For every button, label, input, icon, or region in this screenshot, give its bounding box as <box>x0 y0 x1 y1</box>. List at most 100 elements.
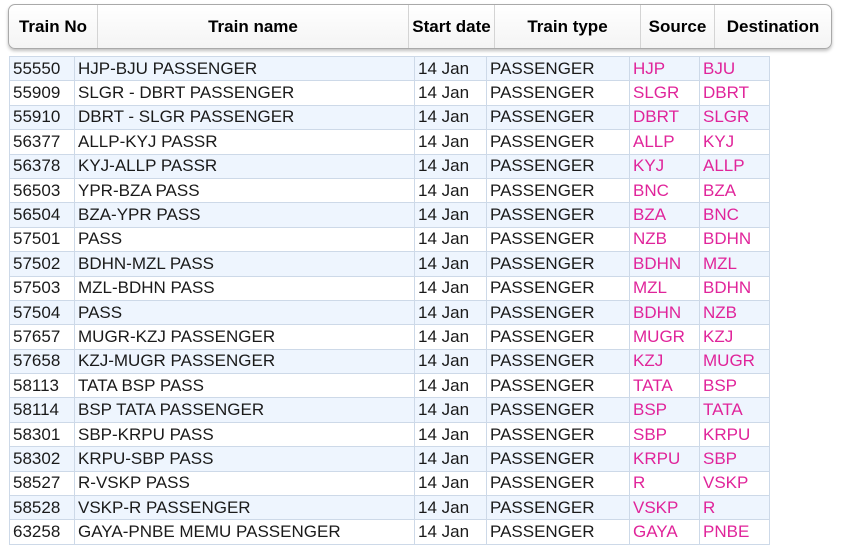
column-header-destination[interactable]: Destination <box>726 17 820 36</box>
train-type-cell: PASSENGER <box>486 397 630 423</box>
train-type-cell: PASSENGER <box>486 421 630 448</box>
table-row[interactable]: 56377 ALLP-KYJ PASSR 14 Jan PASSENGER ALLP KY… <box>9 129 770 155</box>
train-no-cell: 58302 <box>9 446 75 472</box>
destination-cell: BJU <box>699 55 770 82</box>
table-row[interactable]: 58113 TATA BSP PASS 14 Jan PASSENGER TATA BSP <box>9 373 770 399</box>
train-table-body: 55550 HJP-BJU PASSENGER 14 Jan PASSENGER HJP… <box>9 55 770 545</box>
train-type-cell: PASSENGER <box>486 55 630 82</box>
source-cell: KRPU <box>629 446 700 472</box>
table-row[interactable]: 57503 MZL-BDHN PASS 14 Jan PASSENGER MZL BDHN <box>9 275 770 301</box>
train-no-cell: 58113 <box>9 373 75 399</box>
train-name-cell: BDHN-MZL PASS <box>74 251 415 277</box>
table-row[interactable]: 57504 PASS 14 Jan PASSENGER BDHN NZB <box>9 299 770 326</box>
train-name-cell: MUGR-KZJ PASSENGER <box>74 324 415 350</box>
destination-cell: BZA <box>699 177 770 204</box>
table-row[interactable]: 55909 SLGR - DBRT PASSENGER 14 Jan PASSENGE… <box>9 80 770 106</box>
train-no-cell: 58114 <box>9 397 75 423</box>
table-row[interactable]: 55910 DBRT - SLGR PASSENGER 14 Jan PASSENGE… <box>9 104 770 131</box>
start-date-cell: 14 Jan <box>414 470 487 497</box>
train-type-cell: PASSENGER <box>486 129 630 155</box>
start-date-cell: 14 Jan <box>414 202 487 228</box>
train-type-cell: PASSENGER <box>486 324 630 350</box>
source-cell: GAYA <box>629 519 700 545</box>
destination-cell: KZJ <box>699 324 770 350</box>
table-row[interactable]: 58528 VSKP-R PASSENGER 14 Jan PASSENGER VSKP… <box>9 495 770 521</box>
destination-cell: ALLP <box>699 153 770 179</box>
train-type-cell: PASSENGER <box>486 104 630 131</box>
train-name-cell: DBRT - SLGR PASSENGER <box>74 104 415 131</box>
destination-cell: KYJ <box>699 129 770 155</box>
start-date-cell: 14 Jan <box>414 373 487 399</box>
source-cell: KYJ <box>629 153 700 179</box>
train-type-cell: PASSENGER <box>486 153 630 179</box>
train-no-cell: 57501 <box>9 226 75 253</box>
start-date-cell: 14 Jan <box>414 55 487 82</box>
source-cell: TATA <box>629 373 700 399</box>
table-row[interactable]: 58301 SBP-KRPU PASS 14 Jan PASSENGER SBP KRPU <box>9 421 770 448</box>
start-date-cell: 14 Jan <box>414 495 487 521</box>
table-row[interactable]: 56504 BZA-YPR PASS 14 Jan PASSENGER BZA BNC <box>9 202 770 228</box>
train-table: 55550 HJP-BJU PASSENGER 14 Jan PASSENGER HJP… <box>9 55 770 545</box>
start-date-cell: 14 Jan <box>414 104 487 131</box>
start-date-cell: 14 Jan <box>414 299 487 326</box>
train-no-cell: 58301 <box>9 421 75 448</box>
source-cell: SBP <box>629 421 700 448</box>
source-cell: MZL <box>629 275 700 301</box>
destination-cell: MZL <box>699 251 770 277</box>
table-row[interactable]: 58527 R-VSKP PASS 14 Jan PASSENGER R VSKP <box>9 470 770 497</box>
column-header-start-date[interactable]: Start date <box>409 5 495 48</box>
table-row[interactable]: 57502 BDHN-MZL PASS 14 Jan PASSENGER BDHN MZL <box>9 251 770 277</box>
source-cell: SLGR <box>629 80 700 106</box>
train-no-cell: 58527 <box>9 470 75 497</box>
source-cell: HJP <box>629 55 700 82</box>
train-name-cell: MZL-BDHN PASS <box>74 275 415 301</box>
table-row[interactable]: 55550 HJP-BJU PASSENGER 14 Jan PASSENGER HJP… <box>9 55 770 82</box>
column-header-train-type[interactable]: Train type <box>495 5 641 48</box>
start-date-cell: 14 Jan <box>414 226 487 253</box>
destination-cell: MUGR <box>699 348 770 375</box>
destination-cell: VSKP <box>699 470 770 497</box>
source-cell: BDHN <box>629 299 700 326</box>
destination-cell: BDHN <box>699 275 770 301</box>
table-row[interactable]: 63258 GAYA-PNBE MEMU PASSENGER 14 Jan PASSE… <box>9 519 770 545</box>
train-name-cell: BZA-YPR PASS <box>74 202 415 228</box>
table-row[interactable]: 57501 PASS 14 Jan PASSENGER NZB BDHN <box>9 226 770 253</box>
table-row[interactable]: 56503 YPR-BZA PASS 14 Jan PASSENGER BNC BZA <box>9 177 770 204</box>
train-name-cell: BSP TATA PASSENGER <box>74 397 415 423</box>
train-name-cell: PASS <box>74 299 415 326</box>
train-no-cell: 56503 <box>9 177 75 204</box>
train-name-cell: SBP-KRPU PASS <box>74 421 415 448</box>
source-cell: VSKP <box>629 495 700 521</box>
train-no-cell: 55909 <box>9 80 75 106</box>
table-row[interactable]: 57658 KZJ-MUGR PASSENGER 14 Jan PASSENGER KZ… <box>9 348 770 375</box>
train-name-cell: KYJ-ALLP PASSR <box>74 153 415 179</box>
train-name-cell: VSKP-R PASSENGER <box>74 495 415 521</box>
column-header-train-name[interactable]: Train name <box>98 5 409 48</box>
train-type-cell: PASSENGER <box>486 470 630 497</box>
destination-cell: BDHN <box>699 226 770 253</box>
train-type-cell: PASSENGER <box>486 519 630 545</box>
start-date-cell: 14 Jan <box>414 397 487 423</box>
column-header-source[interactable]: Source <box>641 5 715 48</box>
train-name-cell: PASS <box>74 226 415 253</box>
train-type-cell: PASSENGER <box>486 226 630 253</box>
train-type-cell: PASSENGER <box>486 80 630 106</box>
table-row[interactable]: 58302 KRPU-SBP PASS 14 Jan PASSENGER KRPU SBP <box>9 446 770 472</box>
train-no-cell: 56504 <box>9 202 75 228</box>
table-row[interactable]: 58114 BSP TATA PASSENGER 14 Jan PASSENGER BS… <box>9 397 770 423</box>
source-cell: DBRT <box>629 104 700 131</box>
table-row[interactable]: 57657 MUGR-KZJ PASSENGER 14 Jan PASSENGER MU… <box>9 324 770 350</box>
column-header-train-no[interactable]: Train No <box>9 5 98 48</box>
train-name-cell: KZJ-MUGR PASSENGER <box>74 348 415 375</box>
train-no-cell: 63258 <box>9 519 75 545</box>
train-name-cell: HJP-BJU PASSENGER <box>74 55 415 82</box>
destination-cell: BSP <box>699 373 770 399</box>
start-date-cell: 14 Jan <box>414 251 487 277</box>
destination-cell: R <box>699 495 770 521</box>
table-row[interactable]: 56378 KYJ-ALLP PASSR 14 Jan PASSENGER KYJ ALL… <box>9 153 770 179</box>
start-date-cell: 14 Jan <box>414 177 487 204</box>
start-date-cell: 14 Jan <box>414 519 487 545</box>
start-date-cell: 14 Jan <box>414 80 487 106</box>
train-type-cell: PASSENGER <box>486 348 630 375</box>
table-header: Train No Train name Start date Train typ… <box>8 4 832 49</box>
